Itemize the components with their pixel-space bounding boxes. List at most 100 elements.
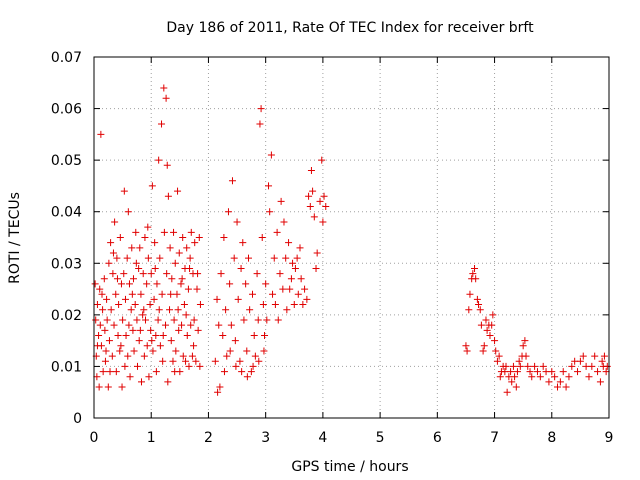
x-tick-label: 6 — [433, 430, 442, 446]
data-point — [132, 259, 140, 267]
data-point — [519, 342, 527, 350]
data-point — [271, 301, 279, 309]
data-point — [119, 316, 127, 324]
data-point — [258, 234, 266, 241]
data-point — [239, 239, 247, 247]
data-point — [148, 337, 156, 345]
data-point — [588, 362, 596, 370]
data-point — [255, 357, 263, 365]
data-point — [254, 316, 262, 324]
data-point — [107, 306, 115, 314]
data-point — [178, 275, 186, 283]
data-point — [556, 378, 564, 386]
data-point — [242, 280, 250, 288]
data-point — [111, 218, 119, 226]
data-point — [183, 331, 191, 339]
x-tick-label: 3 — [261, 430, 270, 446]
data-point — [114, 331, 122, 339]
data-point — [145, 373, 153, 381]
data-point — [310, 213, 318, 221]
data-point — [282, 254, 290, 262]
data-point — [110, 321, 118, 329]
data-point — [150, 295, 158, 303]
data-point — [166, 306, 174, 314]
data-point — [233, 218, 241, 226]
data-point — [286, 285, 294, 293]
data-point — [186, 264, 194, 272]
data-point — [137, 378, 145, 386]
data-point — [96, 285, 104, 293]
data-point — [127, 306, 135, 314]
data-point — [155, 156, 163, 164]
data-point — [260, 347, 268, 355]
data-point — [476, 306, 484, 314]
data-point — [196, 301, 204, 309]
data-point — [170, 228, 178, 236]
data-point — [291, 264, 299, 272]
data-point — [162, 321, 170, 329]
data-point — [133, 316, 141, 324]
data-point — [128, 244, 136, 252]
data-point — [180, 301, 188, 309]
y-tick-label: 0.01 — [51, 359, 82, 375]
data-point — [163, 161, 171, 169]
data-point — [97, 130, 105, 138]
data-point — [158, 290, 166, 298]
data-point — [594, 368, 602, 376]
data-point — [117, 280, 125, 288]
data-point — [140, 352, 148, 360]
data-point — [285, 239, 293, 247]
data-point — [253, 270, 261, 278]
data-point — [136, 244, 144, 252]
data-point — [174, 306, 182, 314]
x-tick-label: 2 — [204, 430, 213, 446]
data-point — [319, 218, 327, 226]
data-point — [489, 311, 497, 319]
data-point — [101, 357, 109, 365]
y-tick-label: 0 — [73, 411, 82, 427]
data-point — [565, 373, 573, 381]
x-tick-label: 5 — [376, 430, 385, 446]
data-point — [548, 368, 556, 376]
data-point — [98, 290, 106, 298]
x-tick-label: 7 — [490, 430, 499, 446]
data-point — [112, 368, 120, 376]
data-point — [103, 316, 111, 324]
data-point — [463, 347, 471, 355]
data-point — [104, 383, 112, 391]
data-point — [234, 295, 242, 303]
data-point — [107, 239, 115, 247]
data-point — [516, 362, 524, 370]
data-point — [294, 290, 302, 298]
data-point — [170, 316, 178, 324]
data-point — [283, 306, 291, 314]
data-point — [99, 368, 107, 376]
data-point — [188, 352, 196, 360]
y-tick-label: 0.02 — [51, 308, 82, 324]
data-point — [226, 347, 234, 355]
data-point — [290, 301, 298, 309]
data-point — [511, 373, 519, 381]
data-point — [93, 342, 101, 350]
data-point — [136, 326, 144, 334]
data-point — [172, 347, 180, 355]
data-point — [178, 321, 186, 329]
data-point — [273, 228, 281, 236]
data-point — [309, 187, 317, 195]
plot-frame — [93, 56, 610, 419]
data-point — [277, 197, 285, 205]
data-point — [568, 362, 576, 370]
y-axis-label: ROTI / TECUs — [7, 192, 23, 284]
data-point — [146, 301, 154, 309]
data-point — [135, 264, 143, 272]
data-point — [160, 84, 168, 92]
data-point — [91, 280, 99, 288]
data-point — [113, 275, 121, 283]
data-point — [559, 368, 567, 376]
data-point — [266, 208, 274, 216]
data-point — [113, 254, 121, 262]
data-point — [129, 326, 137, 334]
data-point — [184, 285, 192, 293]
data-point — [116, 347, 124, 355]
data-point — [312, 264, 320, 272]
